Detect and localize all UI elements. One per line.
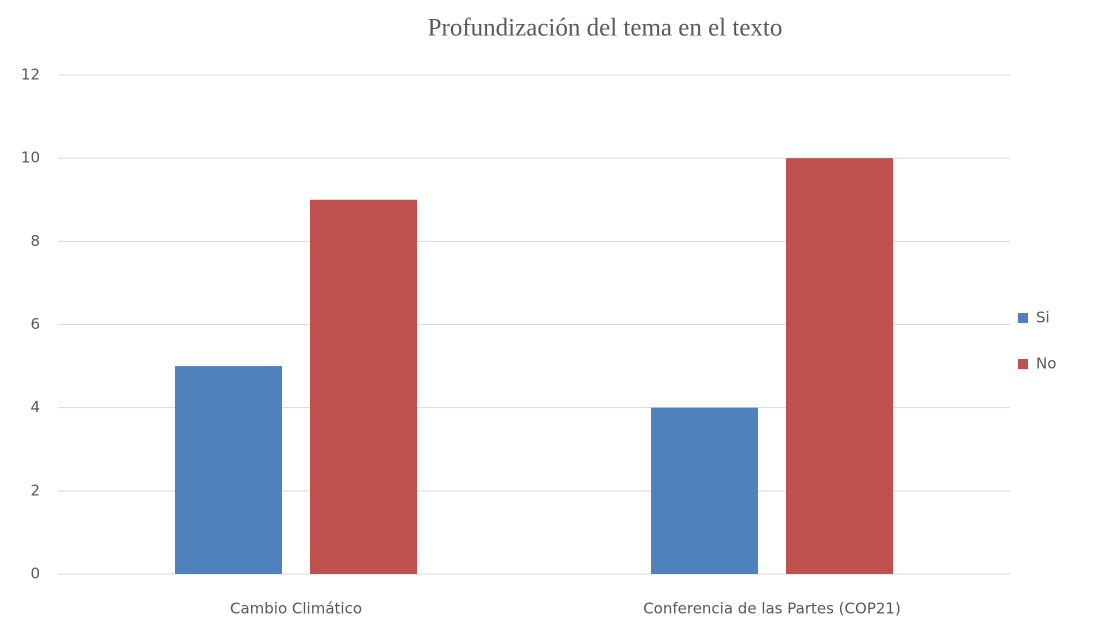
legend-swatch — [1018, 359, 1028, 369]
y-tick-label: 2 — [30, 481, 40, 499]
x-tick-label: Conferencia de las Partes (COP21) — [643, 600, 901, 618]
bar — [651, 407, 758, 574]
y-tick-label: 0 — [30, 565, 40, 583]
legend-label: No — [1036, 355, 1056, 373]
chart-title: Profundización del tema en el texto — [428, 15, 783, 42]
y-tick-label: 12 — [21, 66, 40, 84]
y-tick-label: 4 — [30, 398, 40, 416]
bar — [175, 366, 282, 574]
x-tick-label: Cambio Climático — [230, 600, 362, 618]
legend-swatch — [1018, 313, 1028, 323]
y-tick-label: 6 — [30, 315, 40, 333]
y-tick-label: 8 — [30, 232, 40, 250]
legend-label: Si — [1036, 309, 1050, 327]
bar — [310, 199, 417, 574]
bar — [786, 158, 893, 574]
y-tick-label: 10 — [21, 149, 40, 167]
